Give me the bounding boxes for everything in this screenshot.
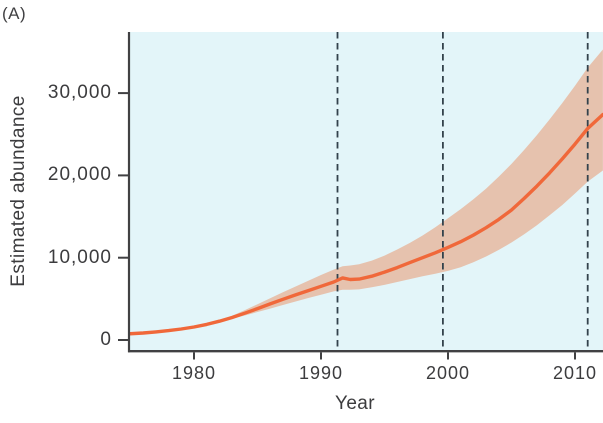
panel-label: (A) [2,4,27,23]
y-tick-label-20000: 20,000 [47,164,112,186]
y-tick-label-30000: 30,000 [47,82,112,104]
x-tick-label-2010: 2010 [552,363,598,383]
x-axis-title: Year [335,393,375,414]
x-tick-label-1980: 1980 [171,363,217,383]
x-tick-label-1990: 1990 [298,363,344,383]
y-tick-label-10000: 10,000 [47,246,112,268]
abundance-line [130,112,603,336]
x-tick-label-2000: 2000 [425,363,471,383]
y-tick-label-0: 0 [100,329,112,350]
